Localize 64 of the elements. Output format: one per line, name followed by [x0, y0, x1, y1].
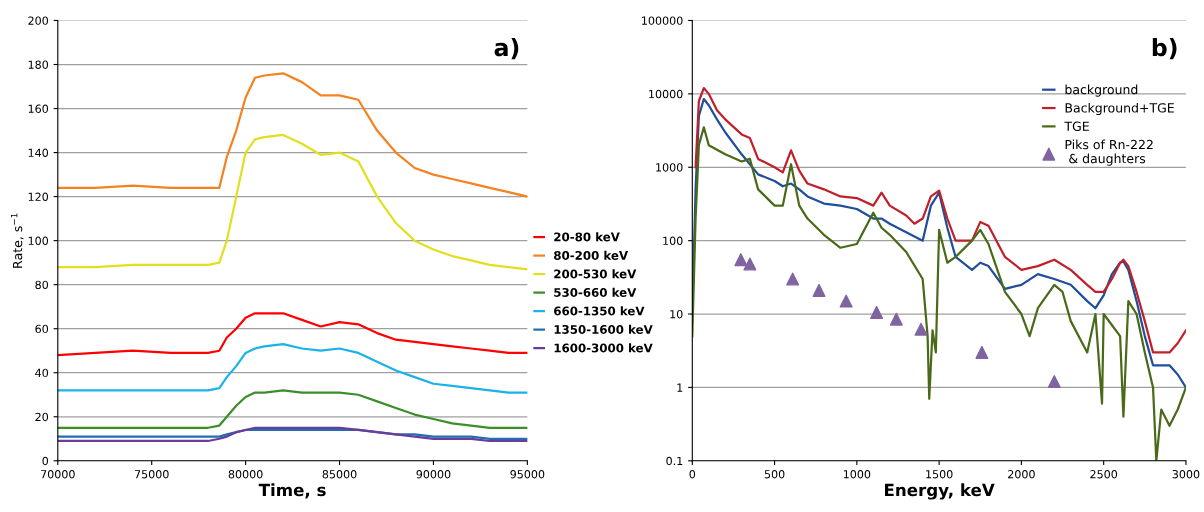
x-tick-label: 85000 — [322, 470, 357, 479]
y-tick-label: 80 — [35, 280, 49, 290]
point — [914, 322, 928, 336]
y-tick-label: 20 — [35, 412, 49, 422]
legend-label: 1600-3000 keV — [554, 343, 653, 353]
line-series — [57, 72, 528, 198]
legend-label: 200-530 keV — [554, 269, 637, 279]
x-tick-label: 2000 — [1008, 470, 1035, 479]
y-tick-label: 0 — [42, 456, 49, 466]
point — [743, 257, 757, 271]
text: a) — [494, 38, 519, 60]
x-tick-label: 500 — [764, 470, 785, 479]
y-tick-label: 160 — [28, 104, 49, 113]
line-series — [57, 343, 528, 394]
x-tick-label: 95000 — [510, 470, 545, 479]
line-series — [57, 312, 528, 357]
y-tick-label: 100 — [28, 236, 49, 246]
y-tick-label: 100 — [663, 236, 683, 246]
legend-label: 530-660 keV — [554, 287, 637, 297]
legend-label: 1350-1600 keV — [554, 324, 653, 334]
x-axis-title: Time, s — [258, 483, 326, 499]
y-tick-label: 200 — [28, 16, 49, 25]
legend-label: 20-80 keV — [554, 232, 620, 242]
line-series — [694, 86, 1186, 354]
line-series — [57, 389, 528, 429]
x-tick-label: 90000 — [416, 470, 451, 479]
line-series — [57, 133, 528, 271]
x-tick-label: 2500 — [1090, 470, 1118, 479]
y-tick-label: 10 — [670, 310, 683, 319]
y-tick-label: 180 — [28, 60, 49, 69]
legend-label: 80-200 keV — [554, 250, 629, 260]
x-tick-label: 3000 — [1172, 470, 1200, 479]
x-tick-label: 70000 — [41, 470, 75, 479]
legend-label: background — [1065, 84, 1138, 97]
point — [839, 294, 853, 308]
legend-label: Background+TGE — [1065, 102, 1174, 116]
y-tick-label: 0.1 — [666, 456, 683, 466]
point — [786, 272, 800, 286]
legend-label: Piks of Rn-222 & daughters — [1065, 139, 1153, 166]
x-tick-label: 0 — [689, 470, 696, 479]
point — [975, 345, 989, 359]
y-tick-label: 120 — [28, 192, 49, 201]
y-axis-title: Rate, s$^{−1}$ — [10, 213, 24, 268]
text: b) — [1152, 38, 1177, 60]
y-tick-label: 60 — [35, 324, 49, 334]
line-series — [692, 97, 1186, 389]
x-tick-label: 1500 — [926, 470, 953, 479]
x-tick-label: 80000 — [228, 470, 263, 479]
x-tick-label: 75000 — [134, 470, 169, 479]
x-axis-title: Energy, keV — [885, 483, 995, 500]
y-tick-label: 100000 — [642, 16, 683, 25]
legend-label: TGE — [1064, 121, 1089, 131]
point — [812, 283, 826, 297]
point — [870, 305, 884, 319]
point — [889, 312, 903, 326]
legend-label: 660-1350 keV — [554, 306, 645, 316]
y-tick-label: 140 — [28, 148, 49, 157]
x-tick-label: 1000 — [843, 470, 871, 479]
point — [734, 253, 748, 267]
point — [1047, 375, 1061, 389]
y-tick-label: 40 — [35, 368, 49, 378]
y-tick-label: 10000 — [649, 89, 683, 99]
y-tick-label: 1 — [677, 383, 683, 392]
y-tick-label: 1000 — [656, 163, 683, 172]
